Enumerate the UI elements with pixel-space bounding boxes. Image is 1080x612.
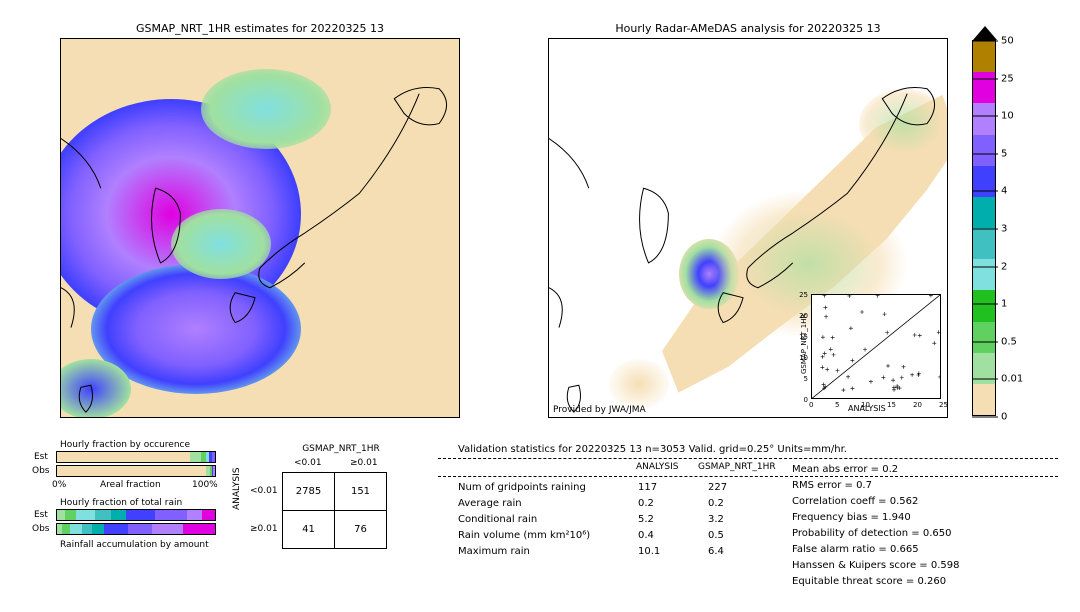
scatter-ytick: 5	[804, 375, 808, 383]
score-label: Hanssen & Kuipers score =	[792, 560, 931, 571]
val-row-label: Rain volume (mm km²10⁶)	[458, 528, 638, 544]
occurrence-title: Hourly fraction by occurence	[60, 440, 190, 450]
occ-row-obs: Obs	[32, 466, 50, 476]
scatter-ylabel: GSMAP_NRT_1HR	[800, 314, 808, 374]
totalrain-title: Hourly fraction of total rain	[60, 498, 182, 508]
score-value: 0.2	[882, 464, 898, 475]
scatter-xlabel: ANALYSIS	[848, 404, 886, 413]
contingency-table: 2785151 4176	[282, 472, 387, 549]
score-label: False alarm ratio =	[792, 544, 890, 555]
colorbar-tick: 0	[1001, 412, 1007, 423]
dashed-rule	[438, 476, 788, 477]
provided-by: Provided by JWA/JMA	[553, 405, 646, 415]
dashed-rule	[438, 458, 1058, 459]
occ-x2: 100%	[192, 480, 218, 490]
colorbar-caret	[972, 26, 998, 40]
colorbar-tick: 5	[1001, 148, 1007, 159]
val-row-b: 0.5	[708, 528, 778, 544]
colorbar-tick: 50	[1001, 36, 1014, 47]
occurrence-bar-est	[56, 451, 216, 463]
colorbar-tick: 0.01	[1001, 374, 1023, 385]
val-row-label: Num of gridpoints raining	[458, 480, 638, 496]
val-row-label: Maximum rain	[458, 544, 638, 560]
val-row-a: 5.2	[638, 512, 708, 528]
colorbar-tick: 4	[1001, 186, 1007, 197]
val-row-a: 0.4	[638, 528, 708, 544]
scatter-xtick: 15	[887, 401, 896, 409]
score-label: RMS error =	[792, 480, 856, 491]
colorbar-tick: 3	[1001, 224, 1007, 235]
score-rows: Mean abs error = 0.2 RMS error = 0.7 Corre…	[792, 462, 1072, 590]
left-map-panel: 125°E130°E135°E140°E145°E25°N30°N35°N40°…	[60, 38, 460, 418]
scatter-inset: 00551010151520202525	[811, 294, 941, 399]
validation-header: Validation statistics for 20220325 13 n=…	[458, 444, 978, 455]
val-row-a: 117	[638, 480, 708, 496]
tot-row-est: Est	[34, 510, 48, 520]
score-label: Frequency bias =	[792, 512, 882, 523]
right-map-title: Hourly Radar-AMeDAS analysis for 2022032…	[548, 22, 948, 35]
cont-cell: 2785	[283, 473, 335, 511]
cont-r0: <0.01	[250, 486, 278, 496]
score-label: Probability of detection =	[792, 528, 923, 539]
val-row-b: 6.4	[708, 544, 778, 560]
occ-x0: 0%	[52, 480, 66, 490]
colorbar-tick: 1	[1001, 299, 1007, 310]
scatter-xtick: 20	[913, 401, 922, 409]
cont-cell: 76	[335, 511, 387, 549]
colorbar: 00.010.512345102550	[972, 40, 996, 416]
right-map-panel: Provided by JWA/JMA 00551010151520202525…	[548, 38, 948, 418]
totalrain-bar-est	[56, 509, 216, 521]
score-label: Equitable threat score =	[792, 576, 917, 587]
occ-row-est: Est	[34, 452, 48, 462]
occ-x1: Areal fraction	[100, 480, 161, 490]
validation-rows: Num of gridpoints raining117227 Average r…	[458, 480, 788, 560]
val-row-label: Conditional rain	[458, 512, 638, 528]
val-col-a: ANALYSIS	[636, 462, 678, 472]
score-label: Correlation coeff =	[792, 496, 890, 507]
colorbar-tick: 10	[1001, 111, 1014, 122]
scatter-xtick: 5	[835, 401, 839, 409]
colorbar-tick: 25	[1001, 73, 1014, 84]
cont-cell: 41	[283, 511, 335, 549]
cont-cell: 151	[335, 473, 387, 511]
colorbar-tick: 0.5	[1001, 336, 1017, 347]
val-col-b: GSMAP_NRT_1HR	[698, 462, 776, 472]
cont-col-header: GSMAP_NRT_1HR	[286, 444, 396, 454]
occurrence-bar-obs	[56, 465, 216, 477]
cont-r1: ≥0.01	[250, 524, 278, 534]
left-map-title: GSMAP_NRT_1HR estimates for 20220325 13	[60, 22, 460, 35]
score-value: 1.940	[882, 512, 911, 523]
colorbar-tick: 2	[1001, 261, 1007, 272]
scatter-xtick: 25	[939, 401, 948, 409]
cont-row-header: ANALYSIS	[232, 468, 242, 510]
totalrain-bar-obs	[56, 523, 216, 535]
val-row-a: 10.1	[638, 544, 708, 560]
score-value: 0.7	[856, 480, 872, 491]
score-value: 0.665	[890, 544, 919, 555]
score-value: 0.650	[923, 528, 952, 539]
scatter-xtick: 0	[809, 401, 813, 409]
cont-c0: <0.01	[294, 458, 322, 468]
score-value: 0.260	[917, 576, 946, 587]
tot-row-obs: Obs	[32, 524, 50, 534]
cont-c1: ≥0.01	[350, 458, 378, 468]
val-row-a: 0.2	[638, 496, 708, 512]
score-value: 0.598	[931, 560, 960, 571]
val-row-label: Average rain	[458, 496, 638, 512]
totalrain-caption: Rainfall accumulation by amount	[60, 540, 209, 550]
scatter-ytick: 0	[804, 396, 808, 404]
scatter-ytick: 25	[799, 291, 808, 299]
coastlines	[61, 39, 459, 417]
score-label: Mean abs error =	[792, 464, 882, 475]
val-row-b: 0.2	[708, 496, 778, 512]
val-row-b: 3.2	[708, 512, 778, 528]
val-row-b: 227	[708, 480, 778, 496]
score-value: 0.562	[890, 496, 919, 507]
